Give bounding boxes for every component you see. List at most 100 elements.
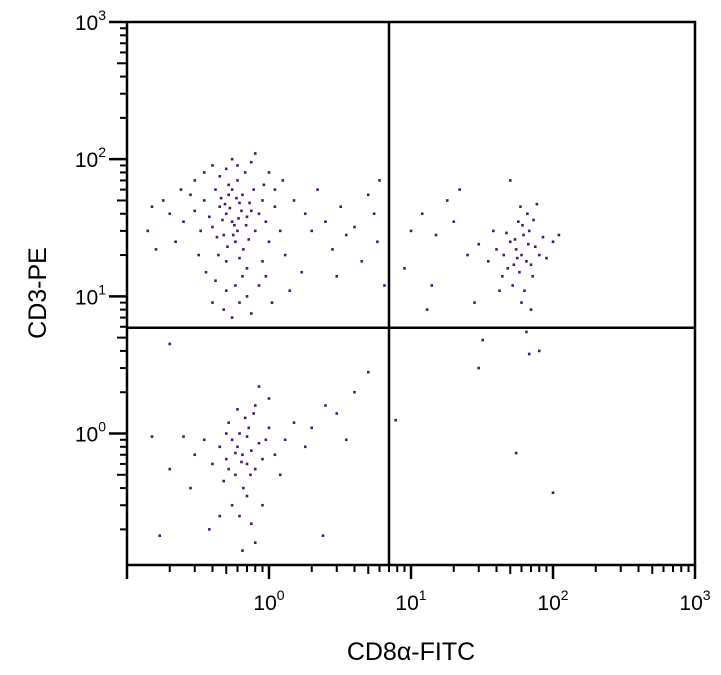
data-point	[344, 233, 348, 237]
data-point	[267, 171, 271, 174]
data-point	[189, 486, 192, 490]
data-point	[193, 453, 197, 457]
data-point	[230, 503, 234, 507]
data-point	[335, 274, 339, 278]
data-point	[230, 188, 234, 191]
data-point	[218, 205, 222, 209]
data-point	[527, 242, 530, 246]
data-point	[245, 462, 249, 466]
data-point	[557, 233, 561, 237]
data-point	[261, 457, 264, 461]
data-point	[243, 171, 247, 174]
data-point	[434, 233, 438, 237]
data-point	[525, 330, 528, 334]
data-point	[257, 441, 261, 445]
data-point	[146, 229, 150, 233]
data-point	[261, 260, 264, 263]
data-point	[331, 248, 334, 251]
data-point	[234, 284, 237, 287]
data-point	[222, 233, 226, 237]
data-point	[261, 199, 264, 202]
x-axis: 100 101 102 103	[125, 565, 711, 615]
data-point	[288, 289, 292, 292]
data-point	[529, 263, 533, 267]
data-point	[235, 196, 238, 200]
data-point	[335, 412, 339, 415]
data-point	[551, 491, 555, 495]
data-point	[231, 233, 235, 237]
data-point	[248, 201, 251, 205]
x-tick-label: 102	[537, 587, 568, 615]
data-point	[219, 196, 223, 200]
data-point	[252, 412, 255, 415]
data-point	[240, 460, 243, 464]
data-point	[230, 438, 234, 442]
data-point	[224, 457, 228, 461]
data-point	[245, 267, 249, 270]
data-point	[211, 301, 214, 304]
data-point	[238, 514, 241, 518]
data-point	[473, 301, 476, 304]
data-point	[511, 284, 514, 287]
data-point	[211, 164, 214, 167]
data-point	[278, 229, 282, 233]
data-point	[253, 152, 257, 155]
x-tick-label: 103	[679, 587, 710, 615]
data-point	[520, 253, 523, 257]
y-tick-label: 102	[75, 144, 106, 172]
data-point	[238, 201, 241, 205]
data-point	[249, 312, 253, 315]
data-point	[217, 253, 220, 257]
data-point	[514, 451, 518, 455]
data-point	[245, 494, 249, 498]
data-point	[531, 274, 535, 278]
data-point	[179, 188, 183, 191]
data-point	[168, 467, 172, 471]
data-point	[236, 408, 239, 411]
data-point	[324, 220, 327, 224]
data-point	[208, 215, 211, 219]
data-point	[383, 284, 386, 287]
data-point	[230, 220, 234, 224]
data-point	[218, 175, 222, 178]
data-point	[189, 193, 192, 197]
data-point	[222, 479, 226, 483]
data-point	[273, 453, 277, 457]
data-point	[238, 432, 241, 435]
data-point	[481, 338, 485, 342]
data-point	[227, 421, 230, 424]
data-point	[527, 229, 531, 233]
data-point	[245, 295, 249, 298]
data-point	[273, 188, 277, 191]
data-point	[508, 179, 512, 182]
data-point	[523, 289, 526, 292]
data-point	[243, 416, 247, 420]
data-point	[237, 217, 240, 220]
data-point	[182, 220, 185, 224]
data-point	[249, 473, 252, 477]
data-point	[518, 270, 521, 274]
data-point	[303, 445, 307, 449]
data-point	[283, 438, 287, 442]
data-point	[477, 366, 481, 370]
y-axis-label: CD3-PE	[24, 247, 52, 339]
x-axis-label: CD8α-FITC	[347, 638, 475, 666]
data-point	[150, 205, 154, 209]
data-point	[403, 267, 406, 270]
data-point	[267, 397, 271, 400]
data-point	[486, 260, 490, 263]
data-point	[218, 514, 222, 518]
data-point	[245, 215, 249, 219]
data-point	[532, 218, 535, 222]
data-point	[238, 301, 241, 304]
data-point	[241, 549, 244, 552]
data-point	[261, 503, 264, 507]
data-point	[236, 229, 239, 233]
data-point	[278, 473, 282, 477]
data-point	[495, 248, 498, 251]
data-point	[249, 160, 253, 164]
data-point	[214, 188, 217, 191]
data-point	[264, 274, 268, 278]
data-point	[224, 212, 228, 216]
